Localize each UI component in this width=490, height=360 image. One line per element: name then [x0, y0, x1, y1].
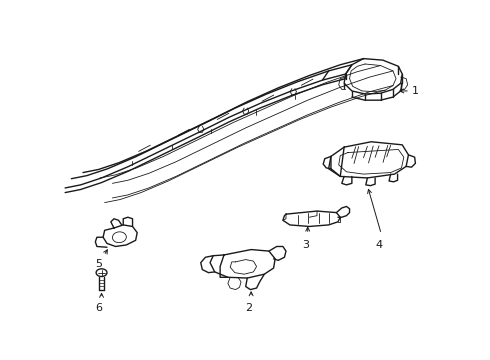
Text: 4: 4	[375, 240, 383, 250]
Text: 3: 3	[302, 240, 309, 250]
Text: 6: 6	[96, 303, 103, 314]
Text: 2: 2	[245, 303, 252, 313]
Text: 5: 5	[95, 259, 102, 269]
Text: 1: 1	[412, 86, 419, 96]
